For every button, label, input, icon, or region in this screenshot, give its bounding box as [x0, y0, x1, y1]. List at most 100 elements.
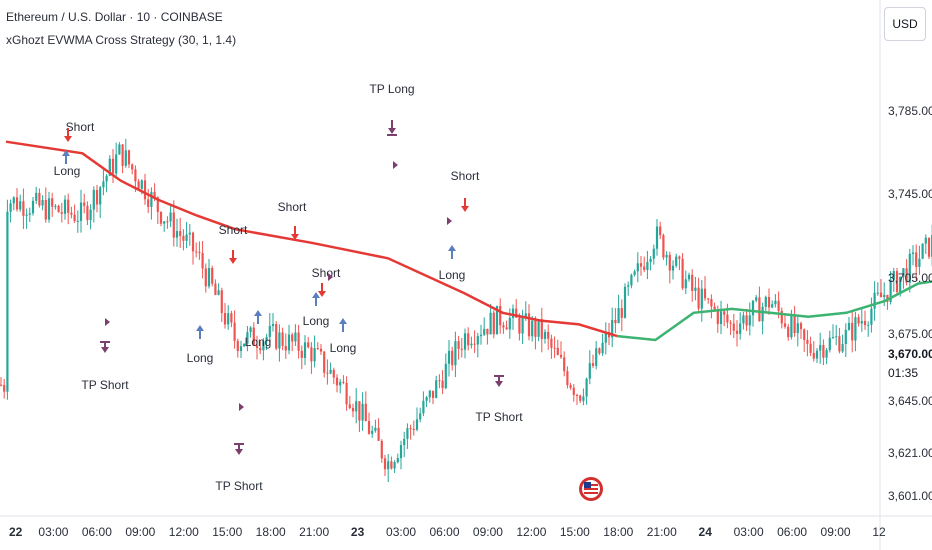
candle-body: [892, 271, 895, 280]
candle-body: [147, 199, 150, 207]
candle-body: [585, 378, 588, 397]
candle-body: [198, 252, 201, 254]
candle-body: [883, 294, 886, 298]
candle-body: [761, 306, 764, 322]
candle-body: [335, 377, 339, 386]
candle-body: [310, 347, 313, 362]
signal-label: Long: [54, 164, 81, 178]
candle-body: [348, 404, 351, 408]
indicator-title[interactable]: xGhozt EVWMA Cross Strategy (30, 1, 1.4): [6, 33, 237, 47]
candle-body: [908, 253, 911, 283]
candle-body: [236, 340, 239, 352]
candle-body: [124, 150, 127, 166]
candle-body: [723, 311, 726, 315]
candle-body: [108, 158, 111, 176]
candle-body: [25, 214, 28, 216]
candle-body: [166, 221, 169, 223]
candle-body: [505, 327, 508, 330]
entry-marker-icon: [105, 318, 110, 326]
candle-body: [118, 144, 121, 155]
long-arrow-icon: [312, 292, 320, 306]
candle-body: [857, 317, 860, 324]
candle-body: [92, 189, 95, 210]
candle-body: [556, 347, 559, 355]
candle-body: [598, 348, 601, 354]
candle-body: [278, 332, 281, 349]
candle-body: [579, 395, 582, 401]
candle-body: [793, 315, 796, 334]
candle-body: [246, 332, 249, 344]
time-tick-label: 06:00: [777, 525, 807, 539]
candle-body: [918, 258, 921, 267]
time-tick-label: 12: [872, 525, 886, 539]
candle-body: [121, 144, 124, 166]
candle-body: [60, 212, 63, 214]
candle-body: [134, 169, 137, 182]
candle-body: [252, 327, 255, 346]
candle-body: [140, 180, 143, 189]
candle-body: [460, 348, 463, 350]
candle-body: [543, 331, 547, 339]
candle-body: [662, 235, 665, 258]
candle-body: [22, 201, 25, 216]
candle-body: [211, 267, 214, 284]
time-tick-label: 18:00: [603, 525, 633, 539]
candle-body: [47, 198, 51, 220]
symbol-title[interactable]: Ethereum / U.S. Dollar · 10 · COINBASE: [6, 10, 223, 24]
candle-body: [313, 348, 316, 362]
candle-body: [601, 342, 604, 354]
candle-body: [15, 197, 19, 210]
candle-body: [172, 212, 175, 238]
short-arrow-icon: [318, 283, 326, 297]
candle-body: [620, 308, 623, 318]
candle-body: [159, 212, 163, 224]
candle-body: [729, 322, 732, 324]
candle-body: [876, 292, 879, 294]
currency-button[interactable]: USD: [884, 7, 926, 41]
candle-body: [406, 428, 409, 439]
candle-body: [316, 348, 319, 350]
candle-body: [447, 350, 451, 364]
candle-body: [582, 396, 585, 401]
candle-body: [540, 319, 543, 339]
us-flag-event-icon[interactable]: [579, 477, 603, 501]
candle-body: [393, 462, 396, 469]
candle-body: [595, 348, 598, 366]
candle-body: [748, 315, 751, 326]
candle-body: [774, 300, 777, 305]
candle-body: [332, 369, 335, 378]
candle-body: [188, 232, 191, 235]
candle-body: [479, 334, 483, 337]
candle-body: [79, 202, 83, 221]
candle-body: [550, 338, 553, 348]
candle-body: [755, 297, 758, 301]
candle-body: [169, 212, 172, 222]
candle-body: [83, 202, 86, 206]
candle-body: [227, 313, 230, 325]
candle-body: [838, 336, 841, 352]
signal-label: Short: [451, 169, 480, 183]
candle-body: [671, 265, 675, 271]
time-tick-label: 03:00: [734, 525, 764, 539]
time-tick-label: 06:00: [82, 525, 112, 539]
candle-body: [284, 345, 287, 351]
candle-body: [889, 279, 892, 302]
candle-body: [835, 336, 838, 338]
candle-body: [300, 350, 303, 358]
candle-body: [0, 384, 3, 386]
candle-body: [326, 372, 329, 374]
tp-marker-icon: [494, 375, 504, 387]
candle-body: [28, 213, 31, 215]
candle-body: [438, 380, 441, 382]
candle-body: [739, 323, 742, 334]
candle-body: [511, 308, 515, 318]
candle-body: [895, 271, 899, 293]
candle-body: [6, 211, 9, 392]
candle-body: [19, 201, 22, 210]
time-tick-label: 21:00: [647, 525, 677, 539]
candle-body: [508, 317, 511, 330]
candle-body: [841, 344, 844, 352]
candle-body: [451, 350, 454, 366]
